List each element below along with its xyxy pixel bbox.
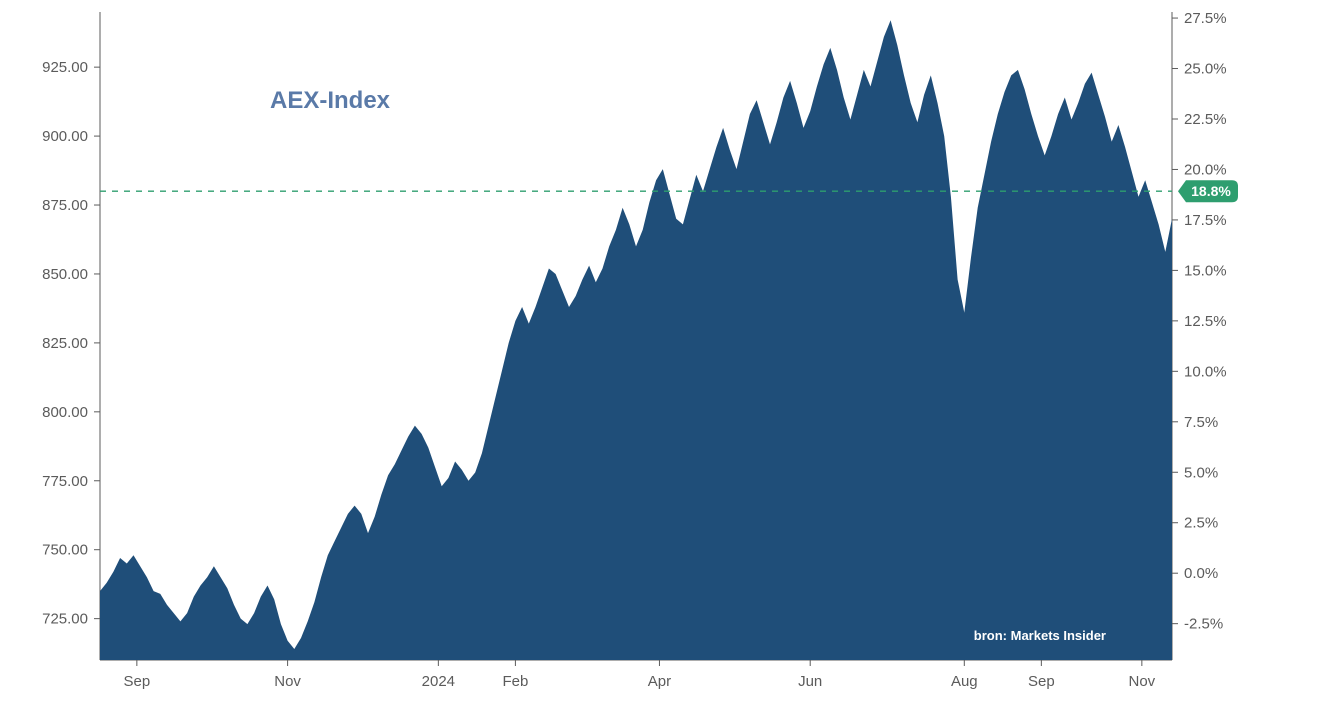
y-left-tick-label: 875.00 <box>42 197 88 214</box>
y-right-tick-label: 5.0% <box>1184 464 1218 481</box>
y-left-tick-label: 850.00 <box>42 266 88 283</box>
y-right-tick-label: 10.0% <box>1184 363 1227 380</box>
y-right-tick-label: 20.0% <box>1184 161 1227 178</box>
y-right-tick-label: 2.5% <box>1184 515 1218 532</box>
y-left-tick-label: 925.00 <box>42 59 88 76</box>
y-right-tick-label: 25.0% <box>1184 61 1227 78</box>
y-left-tick-label: 725.00 <box>42 611 88 628</box>
x-tick-label: Nov <box>1129 673 1156 690</box>
x-tick-label: Sep <box>123 673 150 690</box>
y-right-tick-label: 27.5% <box>1184 10 1227 27</box>
x-tick-label: Feb <box>502 673 528 690</box>
x-tick-label: Sep <box>1028 673 1055 690</box>
y-right-tick-label: 7.5% <box>1184 414 1218 431</box>
y-right-tick-label: -2.5% <box>1184 616 1223 633</box>
y-left-tick-label: 825.00 <box>42 335 88 352</box>
x-tick-label: Nov <box>274 673 301 690</box>
source-label: bron: Markets Insider <box>974 628 1106 643</box>
aex-area-chart: 725.00 750.00 775.00 800.00 825.00 850.00 875.… <box>0 0 1322 708</box>
y-left-tick-label: 800.00 <box>42 404 88 421</box>
y-left-tick-label: 750.00 <box>42 542 88 559</box>
y-right-tick-label: 22.5% <box>1184 111 1227 128</box>
x-tick-label: Apr <box>648 673 671 690</box>
x-tick-label: Aug <box>951 673 978 690</box>
y-left-tick-label: 900.00 <box>42 128 88 145</box>
x-tick-label: Jun <box>798 673 822 690</box>
y-right-tick-label: 0.0% <box>1184 565 1218 582</box>
y-right-tick-label: 12.5% <box>1184 313 1227 330</box>
y-right-tick-label: 17.5% <box>1184 212 1227 229</box>
x-tick-label: 2024 <box>422 673 455 690</box>
y-left-tick-label: 775.00 <box>42 473 88 490</box>
y-right-tick-label: 15.0% <box>1184 262 1227 279</box>
reference-badge-label: 18.8% <box>1191 183 1231 199</box>
chart-svg: 725.00 750.00 775.00 800.00 825.00 850.00 875.… <box>0 0 1322 708</box>
chart-title: AEX-Index <box>270 87 391 114</box>
